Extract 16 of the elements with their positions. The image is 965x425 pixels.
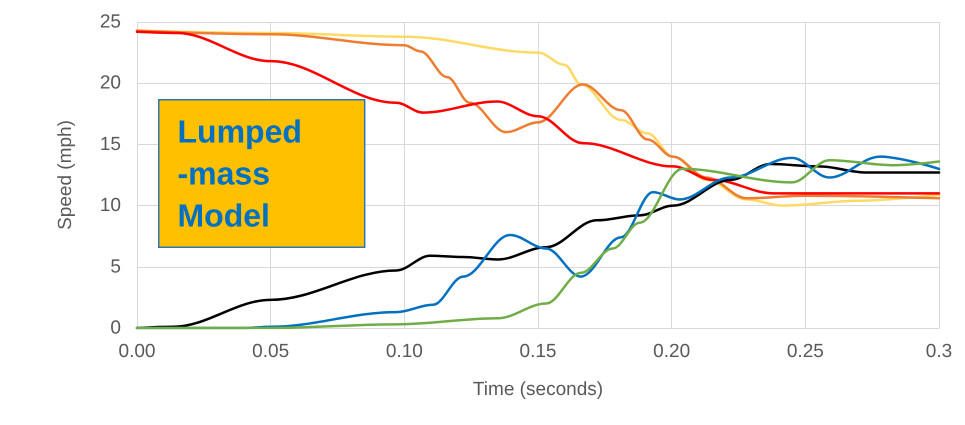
x-tick-label: 0.10	[386, 341, 423, 362]
y-tick-label: 20	[100, 72, 121, 94]
y-tick-label: 0	[110, 318, 121, 338]
x-tick-label: 0.00	[118, 341, 156, 362]
y-axis-title: Speed (mph)	[55, 120, 76, 230]
y-tick-label: 10	[100, 195, 121, 216]
x-tick-label: 0.25	[786, 341, 824, 362]
y-tick-label: 25	[100, 12, 121, 32]
x-tick-label: 0.15	[520, 341, 556, 362]
y-tick-label: 15	[100, 134, 121, 155]
x-tick-label: 0.05	[252, 341, 290, 362]
x-tick-label: 0.20	[653, 341, 690, 362]
x-tick-label: 0.3	[926, 341, 952, 362]
annotation: Lumped -mass Model	[178, 114, 302, 234]
y-tick-label: 5	[110, 256, 121, 278]
x-axis-title: Time (seconds)	[472, 379, 604, 400]
